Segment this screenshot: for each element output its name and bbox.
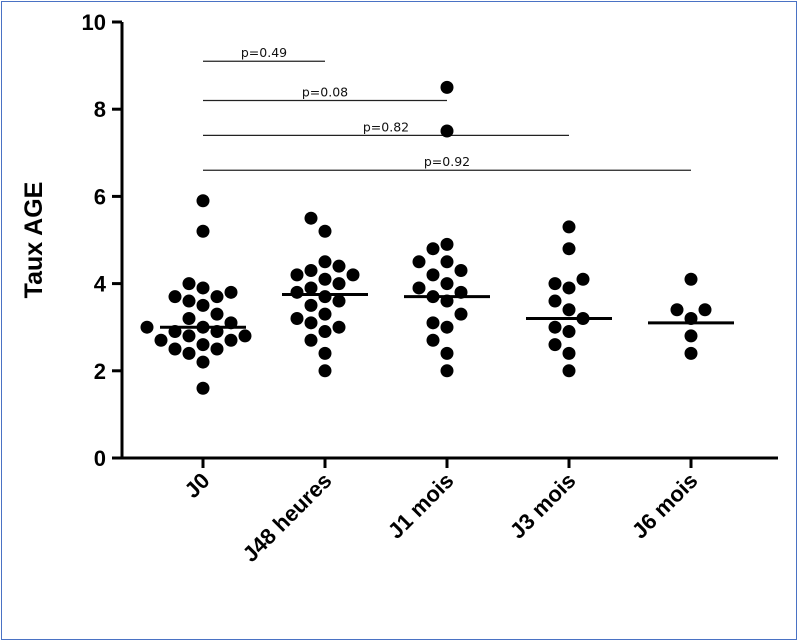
data-point xyxy=(210,342,224,356)
data-point xyxy=(304,316,318,330)
data-point xyxy=(196,281,210,295)
data-point xyxy=(548,277,562,291)
y-tick-label: 4 xyxy=(94,272,107,297)
data-point xyxy=(318,346,332,360)
data-point xyxy=(182,294,196,308)
data-point xyxy=(196,338,210,352)
data-point xyxy=(562,281,576,295)
data-point xyxy=(426,333,440,347)
mean-lines xyxy=(160,293,734,329)
data-point xyxy=(698,303,712,317)
data-point xyxy=(196,224,210,238)
data-point xyxy=(454,307,468,321)
y-tick-label: 10 xyxy=(82,10,106,35)
data-point xyxy=(224,285,238,299)
data-point xyxy=(318,290,332,304)
data-point xyxy=(332,277,346,291)
data-point xyxy=(318,255,332,269)
data-point xyxy=(210,290,224,304)
y-tick-label: 0 xyxy=(94,446,106,471)
data-point xyxy=(182,311,196,325)
data-point xyxy=(196,298,210,312)
data-point xyxy=(154,333,168,347)
data-point xyxy=(670,303,684,317)
p-value-label: p=0.08 xyxy=(302,84,348,99)
data-point xyxy=(304,333,318,347)
p-value-annotations: p=0.49 p=0.08 p=0.82 p=0.92 xyxy=(203,45,691,171)
data-point xyxy=(562,364,576,378)
data-point xyxy=(440,364,454,378)
data-point xyxy=(168,290,182,304)
data-point xyxy=(562,242,576,256)
data-point xyxy=(332,294,346,308)
data-point xyxy=(440,320,454,334)
y-axis-label: Taux AGE xyxy=(20,182,48,299)
data-point xyxy=(440,277,454,291)
data-point xyxy=(412,281,426,295)
data-point xyxy=(548,338,562,352)
data-point xyxy=(238,329,252,343)
data-point xyxy=(196,355,210,369)
data-point xyxy=(576,272,590,286)
data-point xyxy=(440,124,454,138)
data-points xyxy=(140,80,712,395)
data-point xyxy=(168,342,182,356)
data-point xyxy=(440,346,454,360)
data-point xyxy=(318,325,332,339)
p-value-label: p=0.92 xyxy=(424,154,470,169)
data-point xyxy=(684,346,698,360)
data-point xyxy=(426,242,440,256)
data-point xyxy=(412,255,426,269)
data-point xyxy=(318,272,332,286)
data-point xyxy=(440,255,454,269)
data-point xyxy=(426,316,440,330)
data-point xyxy=(290,311,304,325)
data-point xyxy=(182,277,196,291)
data-point xyxy=(562,220,576,234)
data-point xyxy=(304,264,318,278)
data-point xyxy=(562,303,576,317)
y-tick-label: 8 xyxy=(94,97,106,122)
data-point xyxy=(318,307,332,321)
x-category-label: J0 xyxy=(180,468,215,503)
x-category-label: J1 mois xyxy=(383,468,459,544)
data-point xyxy=(440,237,454,251)
data-point xyxy=(548,294,562,308)
data-point xyxy=(304,281,318,295)
p-value-label: p=0.49 xyxy=(241,45,287,60)
data-point xyxy=(440,80,454,94)
data-point xyxy=(196,381,210,395)
data-point xyxy=(454,264,468,278)
data-point xyxy=(684,329,698,343)
data-point xyxy=(562,346,576,360)
data-point xyxy=(562,325,576,339)
x-category-label: J48 heures xyxy=(238,468,337,567)
data-point xyxy=(290,285,304,299)
data-point xyxy=(332,320,346,334)
data-point xyxy=(426,268,440,282)
data-point xyxy=(140,320,154,334)
data-point xyxy=(196,194,210,208)
data-point xyxy=(304,298,318,312)
p-value-label: p=0.82 xyxy=(363,119,409,134)
y-tick-label: 2 xyxy=(94,359,106,384)
data-point xyxy=(304,211,318,225)
data-point xyxy=(346,268,360,282)
data-point xyxy=(224,333,238,347)
data-point xyxy=(684,272,698,286)
data-point xyxy=(182,346,196,360)
x-category-label: J3 mois xyxy=(505,468,581,544)
x-category-label: J6 mois xyxy=(627,468,703,544)
data-point xyxy=(318,224,332,238)
data-point xyxy=(182,329,196,343)
data-point xyxy=(318,364,332,378)
data-point xyxy=(332,259,346,273)
data-point xyxy=(290,268,304,282)
data-point xyxy=(548,320,562,334)
data-point xyxy=(210,307,224,321)
y-tick-label: 6 xyxy=(94,184,106,209)
